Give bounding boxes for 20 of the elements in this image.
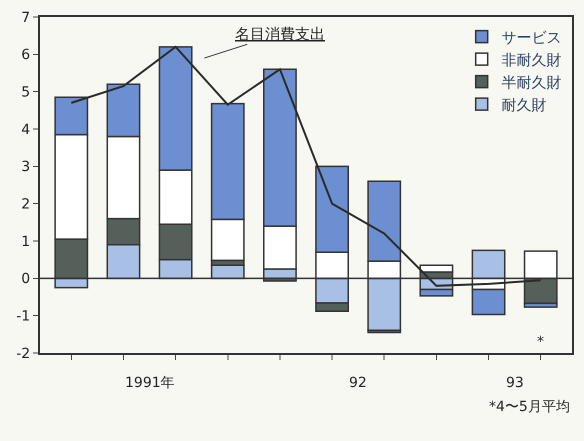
y-tick-label: 5	[21, 84, 30, 101]
y-tick-label: 3	[21, 159, 30, 176]
text: 92	[349, 375, 367, 391]
legend-label: 非耐久財	[502, 50, 562, 69]
y-tick-label: 2	[21, 196, 30, 213]
text: *4〜5月平均	[489, 399, 570, 415]
y-tick-label: -1	[16, 308, 30, 325]
text: 名目消費支出	[235, 25, 325, 43]
annotation: *	[537, 334, 544, 350]
legend-label: サービス	[502, 28, 562, 46]
y-tick-label: 4	[21, 122, 30, 138]
legend-label: 耐久財	[502, 96, 547, 114]
text: 1991年	[125, 375, 175, 391]
y-tick-label: 7	[21, 10, 30, 26]
y-tick-label: 1	[21, 234, 30, 250]
y-tick-label: 6	[21, 47, 30, 64]
y-tick-label: -2	[16, 346, 30, 362]
text: 93	[506, 375, 524, 391]
legend-label: 半耐久財	[502, 73, 562, 92]
y-tick-label: 0	[21, 271, 30, 288]
